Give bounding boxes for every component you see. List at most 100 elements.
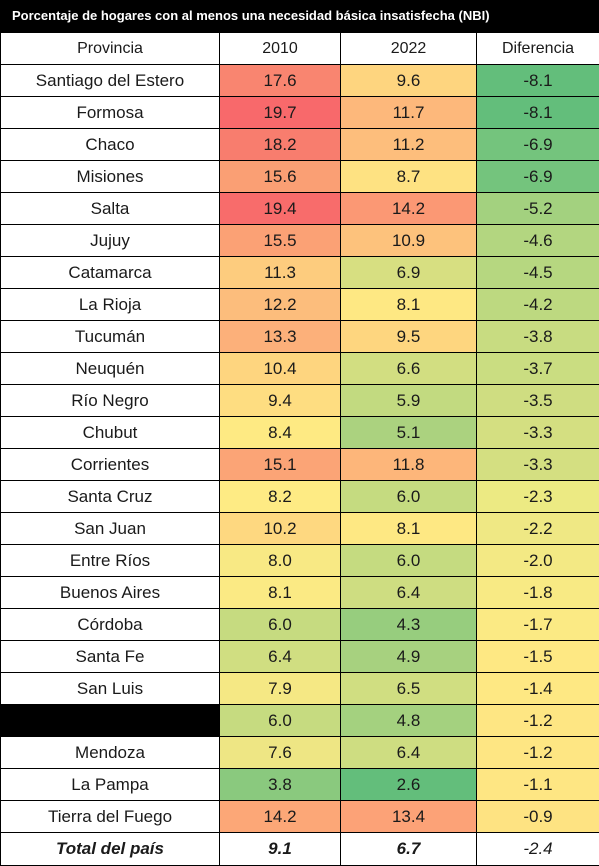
province-cell: Tierra del Fuego <box>0 800 220 833</box>
header-province: Provincia <box>0 32 220 65</box>
table-row: La Pampa 3.8 2.6 -1.1 <box>0 768 599 801</box>
table-row: Neuquén 10.4 6.6 -3.7 <box>0 352 599 385</box>
province-cell: Formosa <box>0 96 220 129</box>
province-cell: CABA <box>0 704 220 737</box>
table-row: La Rioja 12.2 8.1 -4.2 <box>0 288 599 321</box>
table-row: Salta 19.4 14.2 -5.2 <box>0 192 599 225</box>
difference-cell: -3.3 <box>476 448 599 481</box>
nbi-table: Provincia 2010 2022 Diferencia Santiago … <box>0 32 599 866</box>
value-2022-cell: 11.7 <box>340 96 477 129</box>
header-2022: 2022 <box>340 32 477 65</box>
table-row: Río Negro 9.4 5.9 -3.5 <box>0 384 599 417</box>
table-row: Catamarca 11.3 6.9 -4.5 <box>0 256 599 289</box>
value-2022-cell: 4.3 <box>340 608 477 641</box>
table-row: Formosa 19.7 11.7 -8.1 <box>0 96 599 129</box>
value-2010-cell: 13.3 <box>219 320 341 353</box>
table-row: San Luis 7.9 6.5 -1.4 <box>0 672 599 705</box>
difference-cell: -6.9 <box>476 128 599 161</box>
province-cell: Chaco <box>0 128 220 161</box>
difference-cell: -3.7 <box>476 352 599 385</box>
table-row: San Juan 10.2 8.1 -2.2 <box>0 512 599 545</box>
value-2022-cell: 8.7 <box>340 160 477 193</box>
difference-cell: -3.5 <box>476 384 599 417</box>
province-cell: Salta <box>0 192 220 225</box>
value-2022-cell: 8.1 <box>340 288 477 321</box>
header-difference: Diferencia <box>476 32 599 65</box>
value-2022-cell: 9.5 <box>340 320 477 353</box>
value-2010-cell: 8.2 <box>219 480 341 513</box>
table-row: Tucumán 13.3 9.5 -3.8 <box>0 320 599 353</box>
province-cell: Santa Fe <box>0 640 220 673</box>
difference-cell: -1.4 <box>476 672 599 705</box>
total-row: Total del país 9.1 6.7 -2.4 <box>0 832 599 866</box>
province-cell: La Pampa <box>0 768 220 801</box>
province-cell: Córdoba <box>0 608 220 641</box>
table-row: Santiago del Estero 17.6 9.6 -8.1 <box>0 64 599 97</box>
province-cell: Entre Ríos <box>0 544 220 577</box>
difference-cell: -4.2 <box>476 288 599 321</box>
value-2022-cell: 8.1 <box>340 512 477 545</box>
table-row: Mendoza 7.6 6.4 -1.2 <box>0 736 599 769</box>
value-2022-cell: 4.9 <box>340 640 477 673</box>
value-2022-cell: 13.4 <box>340 800 477 833</box>
table-row: Corrientes 15.1 11.8 -3.3 <box>0 448 599 481</box>
total-2022: 6.7 <box>340 832 477 866</box>
province-cell: La Rioja <box>0 288 220 321</box>
difference-cell: -3.3 <box>476 416 599 449</box>
difference-cell: -6.9 <box>476 160 599 193</box>
difference-cell: -4.6 <box>476 224 599 257</box>
value-2022-cell: 6.4 <box>340 576 477 609</box>
value-2010-cell: 6.4 <box>219 640 341 673</box>
value-2010-cell: 15.6 <box>219 160 341 193</box>
value-2010-cell: 6.0 <box>219 608 341 641</box>
difference-cell: -2.2 <box>476 512 599 545</box>
value-2022-cell: 5.1 <box>340 416 477 449</box>
value-2010-cell: 15.1 <box>219 448 341 481</box>
table-row: Chubut 8.4 5.1 -3.3 <box>0 416 599 449</box>
value-2022-cell: 6.6 <box>340 352 477 385</box>
province-cell: Santa Cruz <box>0 480 220 513</box>
header-2010: 2010 <box>219 32 341 65</box>
table-row: Santa Cruz 8.2 6.0 -2.3 <box>0 480 599 513</box>
difference-cell: -5.2 <box>476 192 599 225</box>
difference-cell: -0.9 <box>476 800 599 833</box>
province-cell: Catamarca <box>0 256 220 289</box>
value-2010-cell: 8.4 <box>219 416 341 449</box>
value-2010-cell: 14.2 <box>219 800 341 833</box>
table-row: Buenos Aires 8.1 6.4 -1.8 <box>0 576 599 609</box>
value-2022-cell: 6.5 <box>340 672 477 705</box>
value-2022-cell: 6.9 <box>340 256 477 289</box>
value-2022-cell: 14.2 <box>340 192 477 225</box>
value-2010-cell: 10.4 <box>219 352 341 385</box>
province-cell: San Luis <box>0 672 220 705</box>
value-2022-cell: 6.4 <box>340 736 477 769</box>
value-2022-cell: 6.0 <box>340 544 477 577</box>
province-cell: Buenos Aires <box>0 576 220 609</box>
province-cell: Santiago del Estero <box>0 64 220 97</box>
table-row: Chaco 18.2 11.2 -6.9 <box>0 128 599 161</box>
value-2010-cell: 7.9 <box>219 672 341 705</box>
province-cell: Neuquén <box>0 352 220 385</box>
value-2022-cell: 5.9 <box>340 384 477 417</box>
difference-cell: -1.2 <box>476 736 599 769</box>
table-title: Porcentaje de hogares con al menos una n… <box>0 0 599 32</box>
table-row: Misiones 15.6 8.7 -6.9 <box>0 160 599 193</box>
difference-cell: -1.8 <box>476 576 599 609</box>
value-2022-cell: 9.6 <box>340 64 477 97</box>
difference-cell: -8.1 <box>476 96 599 129</box>
value-2010-cell: 18.2 <box>219 128 341 161</box>
total-difference: -2.4 <box>476 832 599 866</box>
value-2010-cell: 8.1 <box>219 576 341 609</box>
value-2010-cell: 15.5 <box>219 224 341 257</box>
difference-cell: -1.2 <box>476 704 599 737</box>
province-cell: Jujuy <box>0 224 220 257</box>
province-cell: Chubut <box>0 416 220 449</box>
difference-cell: -4.5 <box>476 256 599 289</box>
value-2010-cell: 3.8 <box>219 768 341 801</box>
header-row: Provincia 2010 2022 Diferencia <box>0 32 599 65</box>
value-2010-cell: 10.2 <box>219 512 341 545</box>
difference-cell: -2.3 <box>476 480 599 513</box>
total-label: Total del país <box>0 832 220 866</box>
province-cell: Mendoza <box>0 736 220 769</box>
difference-cell: -1.1 <box>476 768 599 801</box>
